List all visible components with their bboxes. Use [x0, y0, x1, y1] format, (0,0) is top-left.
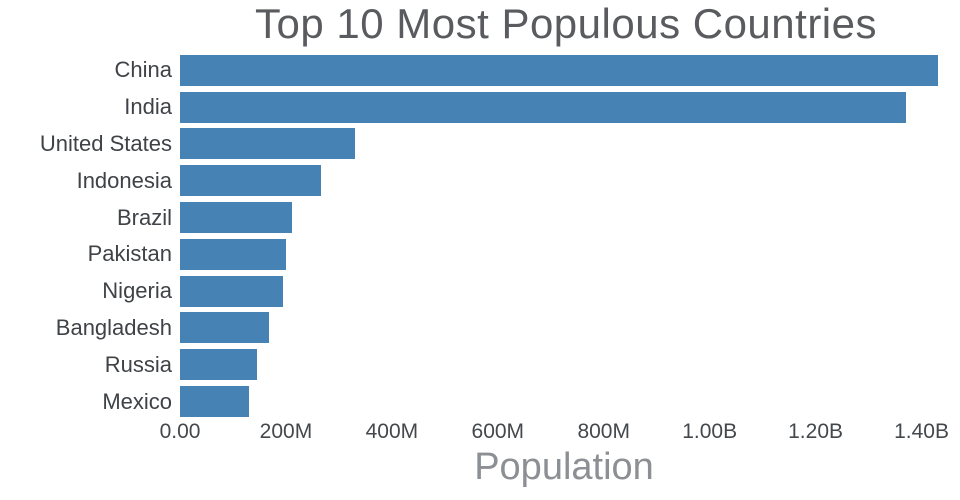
x-tick-label: 600M: [471, 420, 525, 443]
bar: [180, 128, 355, 160]
bar-track: [180, 346, 960, 383]
bar-label: India: [124, 94, 172, 120]
bar-row: China: [0, 52, 960, 89]
bar-track: [180, 162, 960, 199]
bar-label: China: [114, 57, 172, 83]
bar: [180, 238, 286, 270]
bar-label: Russia: [104, 351, 172, 377]
bar-label: Indonesia: [76, 167, 172, 193]
bar: [180, 349, 258, 381]
bar-label: United States: [39, 130, 172, 156]
bar: [180, 54, 939, 86]
bar: [180, 165, 321, 197]
bar-label: Brazil: [116, 204, 172, 230]
bar-row: India: [0, 89, 960, 126]
x-axis: 0.00 200M 400M 600M 800M 1.00B 1.20B 1.40B: [160, 420, 949, 450]
bar-track: [180, 273, 960, 310]
bar-label: Nigeria: [102, 278, 172, 304]
bar-track: [180, 52, 960, 89]
x-tick-label: 400M: [365, 420, 419, 443]
bar: [180, 275, 283, 307]
x-tick-label: 0.00: [159, 420, 201, 443]
x-tick-label: 1.00B: [682, 420, 738, 443]
bar-row: Pakistan: [0, 236, 960, 273]
bar-track: [180, 383, 960, 420]
bar: [180, 91, 907, 123]
bar-track: [180, 236, 960, 273]
bar-track: [180, 126, 960, 163]
bar-track: [180, 199, 960, 236]
bar-row: Russia: [0, 346, 960, 383]
bar-track: [180, 89, 960, 126]
plot-area: China India United States Indonesia Brazil Pa…: [0, 52, 960, 420]
bar-row: Nigeria: [0, 273, 960, 310]
x-axis-label: Population: [474, 446, 654, 488]
x-tick-label: 200M: [259, 420, 313, 443]
bar: [180, 202, 292, 234]
bar-label: Pakistan: [87, 241, 172, 267]
bar: [180, 386, 250, 418]
x-tick-label: 1.40B: [894, 420, 949, 443]
bar-label: Mexico: [102, 388, 172, 414]
bar-row: Mexico: [0, 383, 960, 420]
x-tick-label: 1.20B: [788, 420, 844, 443]
chart-title: Top 10 Most Populous Countries: [254, 0, 877, 47]
bar-row: Bangladesh: [0, 310, 960, 347]
x-tick-label: 800M: [577, 420, 630, 443]
bar-track: [180, 310, 960, 347]
bar-row: Brazil: [0, 199, 960, 236]
bar-label: Bangladesh: [55, 314, 172, 340]
bar-row: United States: [0, 126, 960, 163]
bar: [180, 312, 269, 344]
bar-row: Indonesia: [0, 162, 960, 199]
